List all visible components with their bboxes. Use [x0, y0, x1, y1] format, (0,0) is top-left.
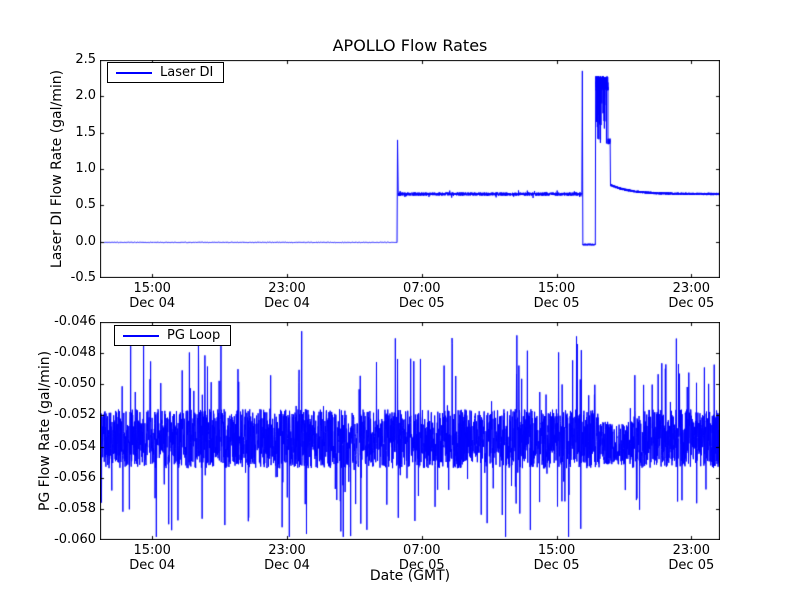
plot-area-laser-di: Laser DI [100, 60, 720, 278]
y-tick-label: 1.0 [75, 161, 96, 176]
plot-canvas-pg-loop [100, 322, 720, 540]
legend-label: Laser DI [160, 65, 214, 80]
legend-line-icon [116, 71, 152, 74]
plot-canvas-laser-di [100, 60, 720, 278]
legend-pg-loop: PG Loop [114, 325, 232, 346]
x-tick-label: 15:00 Dec 04 [129, 281, 176, 311]
plot-area-pg-loop: PG Loop [100, 322, 720, 540]
y-tick-label: -0.052 [54, 407, 96, 423]
y-tick-label: 2.5 [75, 52, 96, 67]
x-tick-label: 15:00 Dec 05 [533, 543, 580, 573]
legend-laser-di: Laser DI [107, 62, 225, 83]
x-tick-label: 15:00 Dec 04 [129, 543, 176, 573]
y-tick-label: 0.0 [75, 233, 96, 249]
legend-line-icon [123, 334, 159, 337]
y-tick-label: 1.5 [75, 124, 96, 140]
y-tick-label: -0.056 [54, 469, 96, 485]
x-tick-label: 23:00 Dec 05 [668, 281, 715, 311]
x-axis-label: Date (GMT) [369, 568, 451, 584]
x-tick-label: 23:00 Dec 04 [264, 281, 310, 311]
y-tick-label: 0.5 [75, 197, 96, 213]
y-axis-label: Laser DI Flow Rate (gal/min) [49, 69, 65, 269]
x-tick-label: 15:00 Dec 05 [533, 281, 580, 311]
x-tick-label: 23:00 Dec 05 [668, 543, 715, 573]
x-tick-label: 07:00 Dec 05 [398, 543, 445, 573]
legend-label: PG Loop [167, 328, 221, 343]
y-tick-label: -0.5 [70, 270, 96, 285]
y-tick-label: -0.048 [54, 345, 96, 361]
y-tick-label: -0.060 [54, 532, 96, 547]
y-tick-label: -0.058 [54, 500, 96, 516]
y-tick-label: 2.0 [75, 88, 96, 104]
y-tick-label: -0.050 [54, 376, 96, 392]
y-tick-label: -0.046 [54, 314, 96, 329]
x-tick-label: 07:00 Dec 05 [398, 281, 445, 311]
y-tick-label: -0.054 [54, 438, 96, 454]
x-tick-label: 23:00 Dec 04 [264, 543, 310, 573]
chart-title: APOLLO Flow Rates [332, 36, 488, 55]
y-axis-label: PG Flow Rate (gal/min) [37, 350, 53, 512]
